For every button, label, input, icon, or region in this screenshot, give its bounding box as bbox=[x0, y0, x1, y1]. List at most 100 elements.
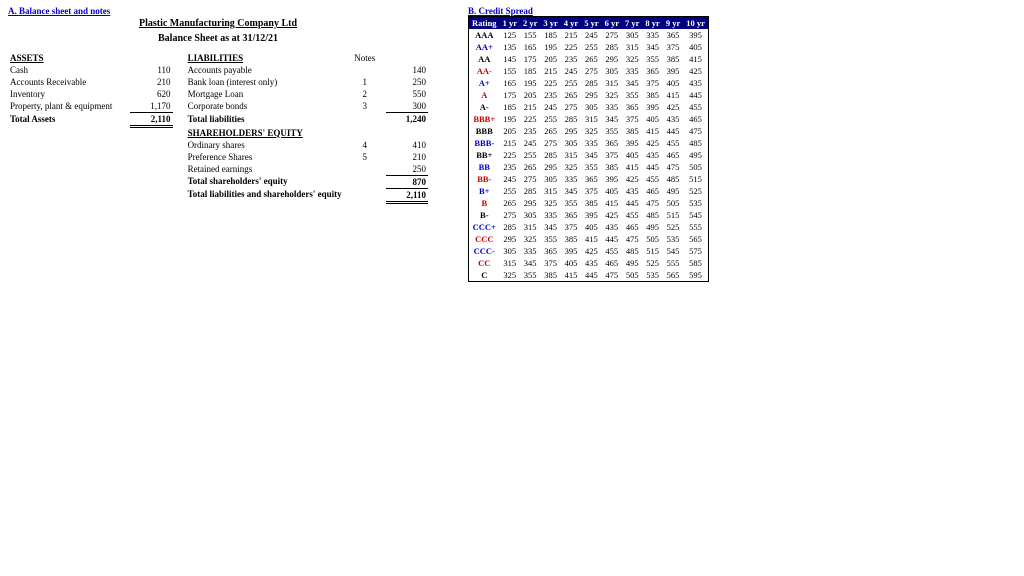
spread-cell: 185 bbox=[500, 101, 520, 113]
section-b-label: B. Credit Spread bbox=[468, 6, 898, 16]
spread-cell: 565 bbox=[663, 269, 683, 282]
spread-cell: 265 bbox=[520, 161, 540, 173]
spread-cell: 435 bbox=[622, 185, 642, 197]
spread-cell: 425 bbox=[602, 209, 622, 221]
liab-note bbox=[344, 64, 386, 76]
spread-cell: 415 bbox=[622, 161, 642, 173]
spread-cell: 285 bbox=[581, 77, 601, 89]
spread-cell: 245 bbox=[540, 101, 560, 113]
spread-cell: 175 bbox=[520, 53, 540, 65]
balance-sheet-table: ASSETS LIABILITIES Notes Cash 110 Accoun… bbox=[8, 52, 428, 204]
liab-value: 300 bbox=[386, 100, 428, 113]
cs-header: 6 yr bbox=[602, 17, 622, 30]
spread-cell: 395 bbox=[602, 173, 622, 185]
sh-head: SHAREHOLDERS' EQUITY bbox=[186, 127, 344, 139]
asset-value: 210 bbox=[130, 76, 172, 88]
spread-cell: 595 bbox=[683, 269, 708, 282]
spread-cell: 345 bbox=[520, 257, 540, 269]
spread-cell: 405 bbox=[622, 149, 642, 161]
spread-cell: 345 bbox=[602, 113, 622, 125]
spread-cell: 525 bbox=[663, 221, 683, 233]
spread-cell: 215 bbox=[540, 65, 560, 77]
equity-value: 250 bbox=[386, 163, 428, 176]
spread-cell: 325 bbox=[561, 161, 581, 173]
spread-cell: 395 bbox=[663, 65, 683, 77]
spread-cell: 315 bbox=[500, 257, 520, 269]
cs-header: Rating bbox=[469, 17, 500, 30]
spread-cell: 355 bbox=[642, 53, 662, 65]
spread-cell: 225 bbox=[540, 77, 560, 89]
spread-cell: 415 bbox=[602, 197, 622, 209]
asset-label: Cash bbox=[8, 64, 130, 76]
spread-cell: 275 bbox=[561, 101, 581, 113]
rating-label: CCC+ bbox=[469, 221, 500, 233]
spread-cell: 485 bbox=[642, 209, 662, 221]
total-liab-label: Total liabilities bbox=[186, 113, 344, 127]
notes-head: Notes bbox=[344, 52, 386, 64]
spread-cell: 395 bbox=[561, 245, 581, 257]
rating-label: BBB bbox=[469, 125, 500, 137]
liab-label: Corporate bonds bbox=[186, 100, 344, 113]
spread-cell: 365 bbox=[561, 209, 581, 221]
rating-label: AA+ bbox=[469, 41, 500, 53]
liab-label: Mortgage Loan bbox=[186, 88, 344, 100]
spread-cell: 355 bbox=[520, 269, 540, 282]
spread-cell: 265 bbox=[561, 89, 581, 101]
rating-label: AA bbox=[469, 53, 500, 65]
spread-cell: 415 bbox=[561, 269, 581, 282]
rating-label: AAA bbox=[469, 29, 500, 41]
spread-cell: 495 bbox=[663, 185, 683, 197]
cs-header: 5 yr bbox=[581, 17, 601, 30]
spread-cell: 315 bbox=[561, 149, 581, 161]
spread-cell: 165 bbox=[500, 77, 520, 89]
spread-cell: 195 bbox=[500, 113, 520, 125]
spread-cell: 305 bbox=[602, 65, 622, 77]
spread-cell: 235 bbox=[540, 89, 560, 101]
total-eq-label: Total shareholders' equity bbox=[186, 175, 344, 188]
spread-cell: 205 bbox=[520, 89, 540, 101]
spread-cell: 365 bbox=[540, 245, 560, 257]
rating-label: C bbox=[469, 269, 500, 282]
spread-cell: 415 bbox=[581, 233, 601, 245]
spread-cell: 335 bbox=[581, 137, 601, 149]
spread-cell: 385 bbox=[663, 53, 683, 65]
spread-cell: 455 bbox=[602, 245, 622, 257]
total-assets-value: 2,110 bbox=[130, 113, 172, 127]
spread-cell: 325 bbox=[581, 125, 601, 137]
spread-cell: 225 bbox=[500, 149, 520, 161]
liab-value: 250 bbox=[386, 76, 428, 88]
cs-header: 1 yr bbox=[500, 17, 520, 30]
spread-cell: 245 bbox=[500, 173, 520, 185]
rating-label: BB- bbox=[469, 173, 500, 185]
cs-header: 3 yr bbox=[540, 17, 560, 30]
spread-cell: 285 bbox=[602, 41, 622, 53]
equity-note bbox=[344, 163, 386, 176]
asset-value: 620 bbox=[130, 88, 172, 100]
spread-cell: 245 bbox=[561, 65, 581, 77]
spread-cell: 305 bbox=[622, 29, 642, 41]
spread-cell: 405 bbox=[683, 41, 708, 53]
spread-cell: 285 bbox=[540, 149, 560, 161]
spread-cell: 375 bbox=[561, 221, 581, 233]
spread-cell: 255 bbox=[561, 77, 581, 89]
spread-cell: 375 bbox=[622, 113, 642, 125]
spread-cell: 525 bbox=[642, 257, 662, 269]
spread-cell: 135 bbox=[500, 41, 520, 53]
spread-cell: 295 bbox=[561, 125, 581, 137]
spread-cell: 205 bbox=[540, 53, 560, 65]
spread-cell: 285 bbox=[561, 113, 581, 125]
spread-cell: 315 bbox=[622, 41, 642, 53]
spread-cell: 485 bbox=[663, 173, 683, 185]
cs-header: 4 yr bbox=[561, 17, 581, 30]
spread-cell: 385 bbox=[622, 125, 642, 137]
spread-cell: 295 bbox=[581, 89, 601, 101]
grand-total-label: Total liabilities and shareholders' equi… bbox=[186, 188, 344, 202]
spread-cell: 435 bbox=[642, 149, 662, 161]
rating-label: BBB- bbox=[469, 137, 500, 149]
spread-cell: 505 bbox=[663, 197, 683, 209]
spread-cell: 125 bbox=[500, 29, 520, 41]
spread-cell: 255 bbox=[500, 185, 520, 197]
spread-cell: 325 bbox=[622, 53, 642, 65]
company-name: Plastic Manufacturing Company Ltd bbox=[8, 18, 428, 29]
rating-label: B+ bbox=[469, 185, 500, 197]
